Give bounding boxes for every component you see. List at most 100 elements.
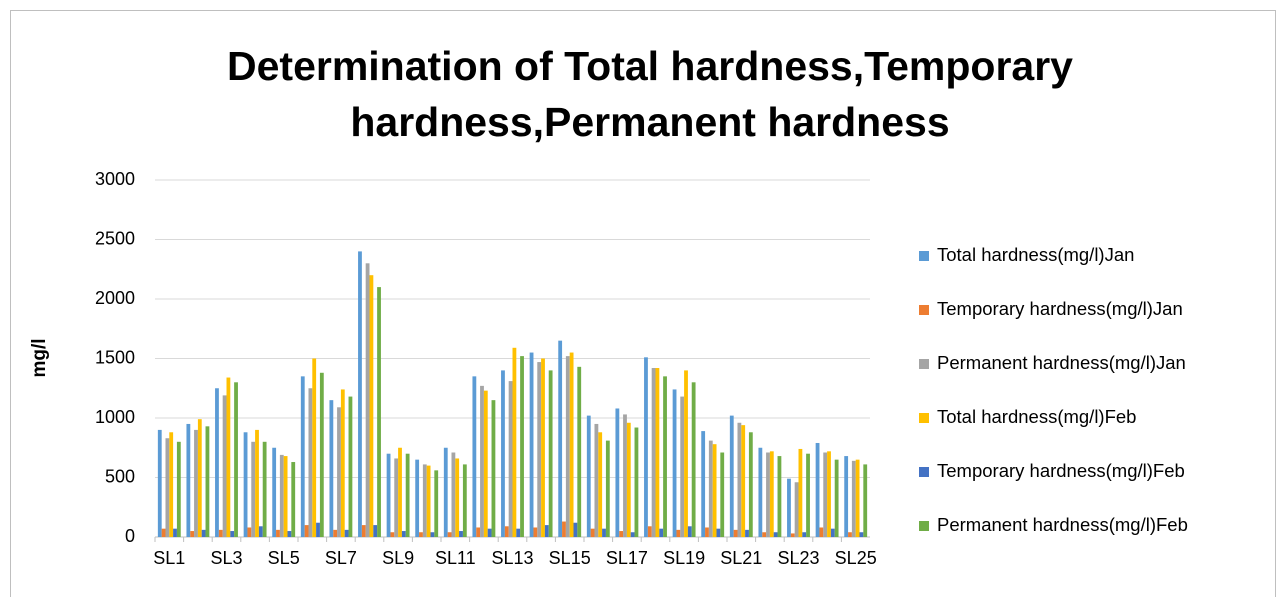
bar [766,452,770,537]
bar [851,460,856,537]
bar [798,448,803,537]
bar [516,528,521,537]
bar [602,528,606,537]
y-tick-label: 0 [125,526,135,546]
x-tick-label: SL19 [663,548,705,568]
bar [512,347,517,537]
bar [459,531,463,537]
bar [451,452,456,537]
bar [680,396,685,537]
bar [594,423,599,537]
bar [390,532,395,537]
bar [319,372,324,537]
bar [794,482,799,537]
bar [598,432,603,537]
bar [769,451,774,537]
bar [369,275,374,537]
bar [790,533,795,537]
bar [758,447,763,537]
legend-swatch [919,467,929,477]
bar [701,431,706,537]
bar [827,451,831,537]
bar [687,526,692,537]
bar [844,456,849,537]
bar [615,408,620,537]
bar [304,525,309,537]
legend-label: Total hardness(mg/l)Jan [937,244,1134,265]
bar [377,287,381,537]
bar [386,453,391,537]
chart-frame [10,10,1276,597]
legend-swatch [919,413,929,423]
bar [443,447,448,537]
bar [501,370,505,537]
bar [176,441,181,537]
legend-swatch [919,305,929,315]
bar [590,528,595,537]
bar [434,470,439,537]
bar [634,427,639,537]
bar [533,527,538,537]
y-axis-label: mg/l [29,338,50,377]
bar [255,429,259,537]
y-tick-label: 3000 [95,169,135,189]
y-tick-label: 1500 [95,347,135,367]
x-tick-label: SL15 [549,548,591,568]
bar [394,458,399,537]
bar [663,376,667,537]
bar [333,529,338,537]
bar [684,370,688,537]
legend-label: Permanent hardness(mg/l)Feb [937,514,1188,535]
bar [676,529,681,537]
x-tick-label: SL17 [606,548,648,568]
bar [361,525,366,537]
bar [659,528,664,537]
bar [859,532,864,537]
bar [258,526,263,537]
bar [194,429,198,537]
bar [251,441,256,537]
bar [508,381,513,537]
bar [157,429,162,537]
bar [708,440,713,537]
chart-title: Determination of Total hardness,Temporar… [227,43,1073,145]
bar [823,452,828,537]
bar [337,407,341,537]
x-tick-label: SL21 [720,548,762,568]
bar [405,453,410,537]
bar [287,531,292,537]
bar [626,422,631,537]
bar [165,438,170,537]
x-tick-label: SL23 [777,548,819,568]
bar [344,529,349,537]
bar [340,389,345,537]
bar [819,527,824,537]
bar [834,459,839,537]
legend-label: Temporary hardness(mg/l)Feb [937,460,1185,481]
bar [447,532,452,537]
bar [569,352,574,537]
bar [234,382,238,537]
bar [558,340,563,537]
bar [619,531,624,537]
legend-swatch [919,359,929,369]
bar [419,532,423,537]
bar [863,464,868,537]
bar [586,415,591,537]
bar [276,529,280,537]
bar [462,464,467,537]
bar [426,465,431,537]
bar [806,453,810,537]
bar [358,251,362,537]
legend-label: Permanent hardness(mg/l)Jan [937,352,1186,373]
legend-swatch [919,251,929,261]
bar [630,532,635,537]
bar [777,456,782,537]
x-tick-label: SL13 [491,548,533,568]
bar [247,527,252,537]
bar [483,390,488,537]
bar [262,441,267,537]
bar [415,459,420,537]
